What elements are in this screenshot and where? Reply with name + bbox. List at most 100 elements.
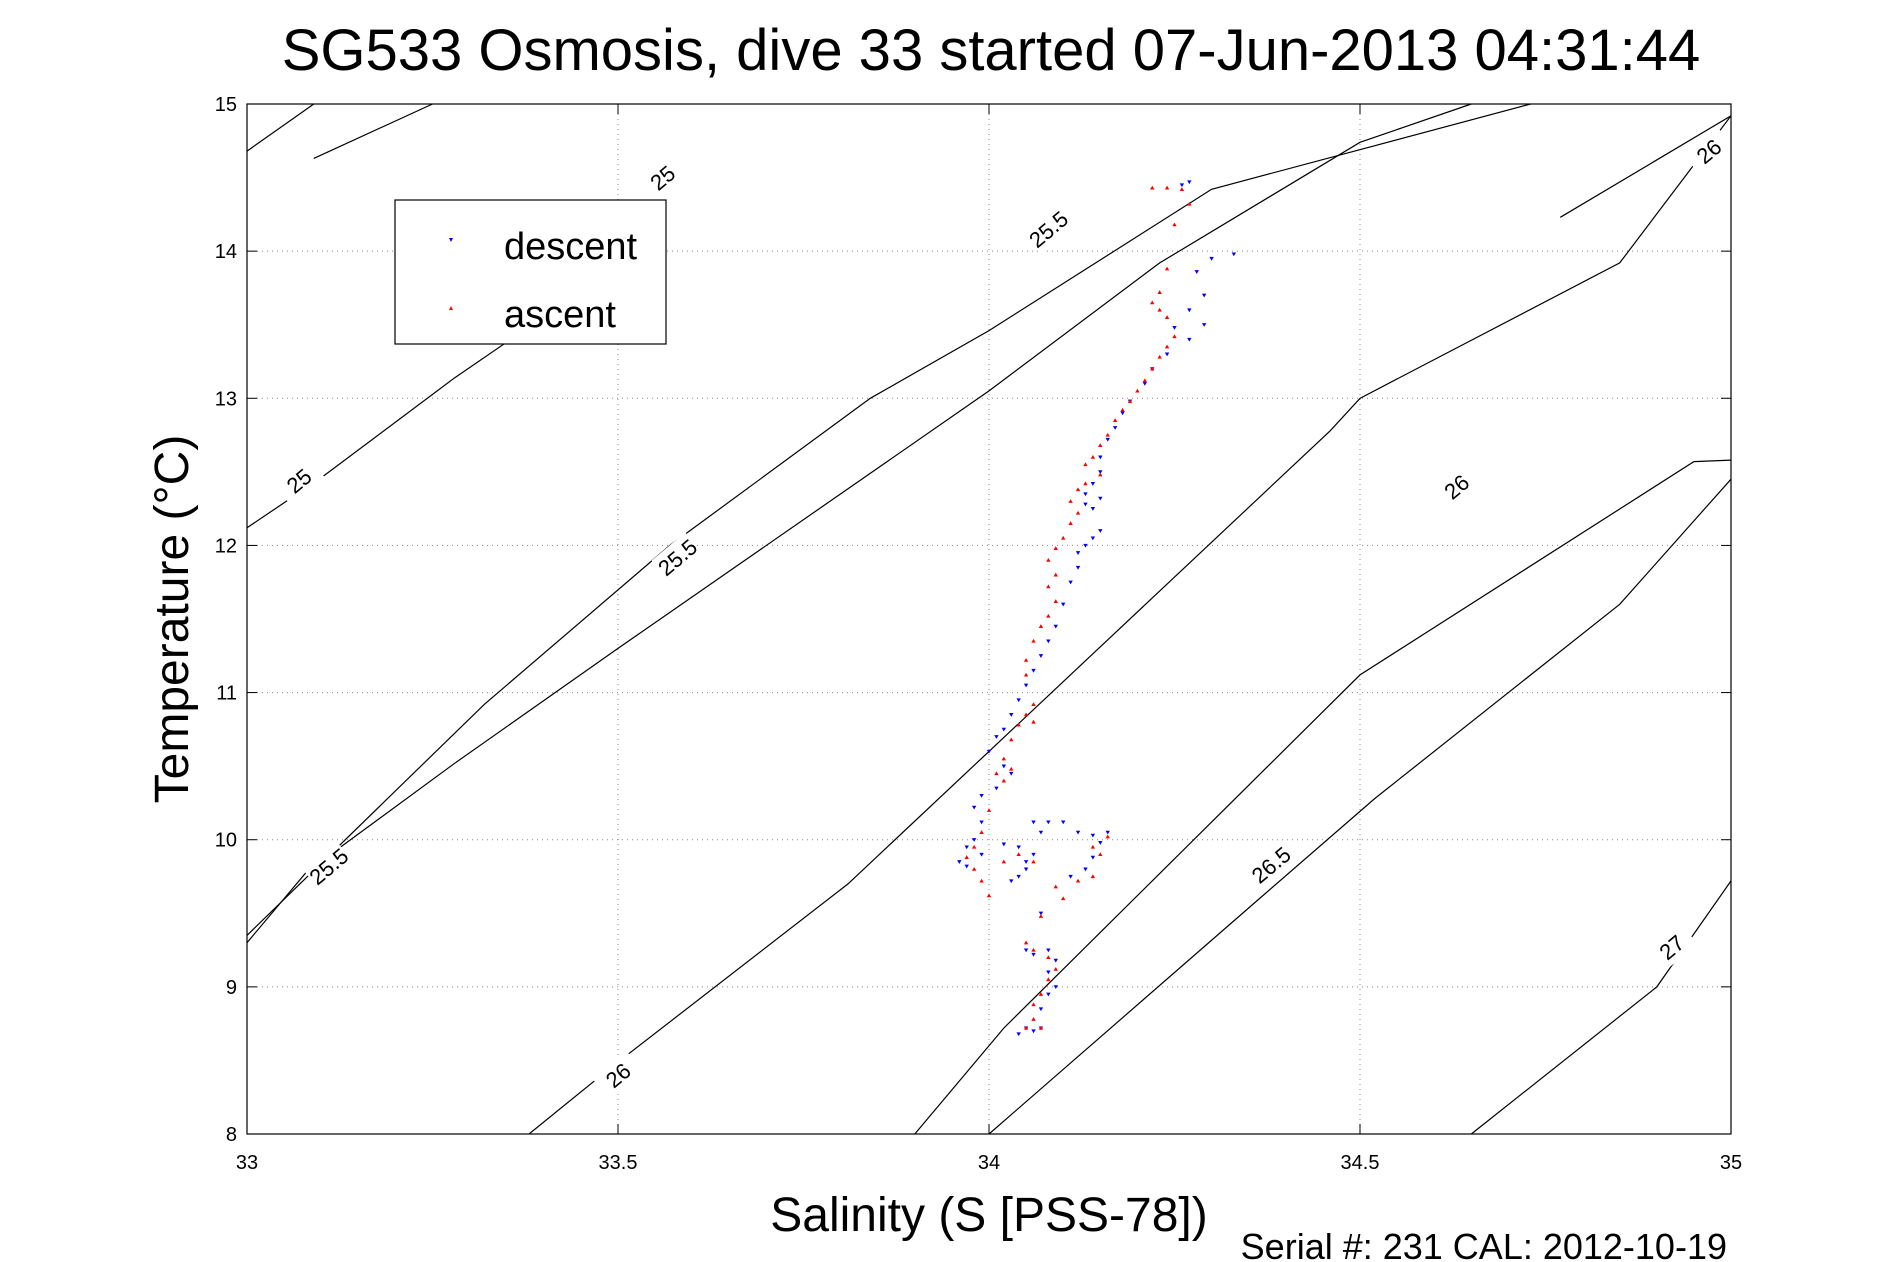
ascent-point (1046, 584, 1051, 589)
ascent-point (1142, 378, 1148, 383)
ascent-point (1164, 185, 1170, 190)
data-points (957, 180, 1237, 1037)
descent-point (1053, 985, 1058, 990)
descent-point (1053, 958, 1058, 963)
ascent-point (1001, 778, 1007, 783)
descent-point (979, 820, 984, 825)
descent-point (1105, 437, 1110, 442)
density-contour-line (914, 459, 1732, 1135)
descent-point (1090, 855, 1096, 860)
ascent-point (1046, 557, 1051, 562)
descent-point (1068, 874, 1073, 879)
ascent-point (1075, 487, 1081, 492)
descent-point (1142, 381, 1148, 386)
chart-title: SG533 Osmosis, dive 33 started 07-Jun-20… (282, 18, 1701, 83)
ascent-point (1164, 266, 1170, 271)
ascent-point (1120, 407, 1125, 412)
descent-point (971, 838, 977, 842)
ascent-point (1061, 535, 1066, 540)
ascent-point (1046, 977, 1051, 982)
y-tick-label: 13 (215, 388, 237, 410)
ascent-point (971, 866, 977, 871)
y-tick-label: 9 (226, 977, 237, 999)
ascent-point (1157, 307, 1162, 312)
ascent-point (971, 844, 977, 849)
legend-label-descent: descent (504, 226, 638, 268)
ascent-point (1157, 354, 1162, 359)
descent-point (1046, 820, 1051, 825)
descent-point (1075, 565, 1081, 570)
ascent-point (1105, 834, 1110, 839)
ascent-point (964, 855, 969, 859)
density-contour-line (1559, 115, 1732, 218)
density-contour-line (246, 103, 1531, 936)
descent-point (1016, 874, 1021, 879)
legend-marker-descent (449, 238, 453, 242)
descent-point (1172, 326, 1177, 330)
ascent-point (1009, 737, 1014, 742)
ascent-point (1172, 334, 1177, 339)
descent-point (1187, 180, 1192, 185)
density-contour-line (528, 115, 1732, 1135)
x-tick-label: 34 (978, 1152, 1000, 1174)
x-tick-label: 33 (236, 1152, 258, 1174)
descent-point (964, 845, 969, 850)
ascent-point (1053, 599, 1058, 603)
ascent-point (1090, 454, 1096, 459)
ascent-point (1023, 1025, 1029, 1030)
descent-point (1038, 654, 1044, 658)
ascent-point (1031, 638, 1036, 643)
ascent-point (1068, 499, 1073, 503)
ascent-point (1090, 874, 1096, 879)
ascent-point (1053, 967, 1058, 971)
legend: descent ascent (394, 199, 667, 345)
descent-point (1046, 992, 1051, 997)
descent-point (1098, 470, 1103, 475)
ascent-point (1031, 947, 1036, 952)
ascent-point (1150, 300, 1155, 305)
ascent-point (1053, 884, 1058, 889)
descent-point (1046, 948, 1051, 953)
descent-point (1038, 1007, 1044, 1012)
ascent-point (1179, 187, 1185, 191)
descent-point (1001, 842, 1007, 847)
descent-point (1231, 252, 1237, 257)
descent-point (971, 805, 977, 810)
ascent-point (1009, 766, 1014, 771)
descent-point (1009, 713, 1014, 717)
descent-point (1105, 830, 1110, 835)
descent-point (1090, 536, 1096, 541)
ascent-point (1061, 896, 1066, 901)
descent-point (1023, 683, 1029, 688)
descent-point (1201, 323, 1207, 327)
ascent-point (986, 893, 992, 898)
descent-point (1061, 602, 1066, 607)
ascent-point (1075, 878, 1081, 883)
descent-point (1031, 1029, 1036, 1034)
descent-point (1090, 833, 1096, 838)
descent-point (1083, 502, 1088, 507)
ascent-point (979, 878, 984, 883)
descent-point (964, 864, 969, 869)
grid-lines (247, 104, 1731, 1134)
descent-point (1194, 270, 1199, 274)
descent-point (1090, 507, 1096, 511)
ascent-point (1016, 852, 1021, 857)
descent-point (1098, 496, 1103, 501)
ascent-point (1098, 472, 1103, 477)
descent-point (1090, 482, 1096, 486)
ascent-point (1090, 844, 1096, 849)
serial-cal-footer: Serial #: 231 CAL: 2012-10-19 (1241, 1226, 1727, 1262)
descent-point (1098, 455, 1103, 460)
ascent-point (1046, 613, 1051, 618)
descent-point (1098, 841, 1103, 845)
descent-point (1179, 183, 1185, 188)
descent-point (1075, 551, 1081, 555)
descent-point (1031, 820, 1036, 825)
ascent-point (1001, 859, 1007, 864)
ascent-point (1112, 418, 1118, 422)
x-axis-label: Salinity (S [PSS-78]) (770, 1189, 1207, 1242)
ascent-point (1031, 1002, 1036, 1007)
legend-box (394, 199, 667, 345)
descent-point (1038, 830, 1044, 835)
